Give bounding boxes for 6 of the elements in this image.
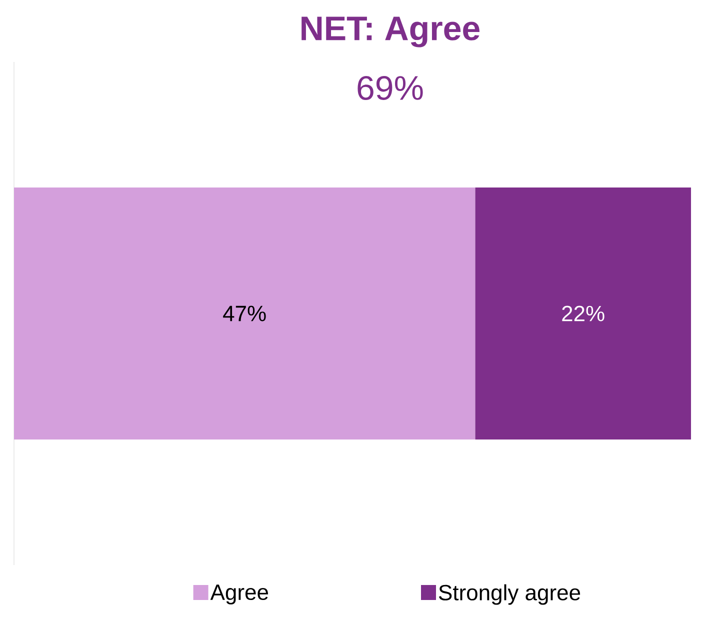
data-label: 47% xyxy=(223,306,266,322)
legend-label: Strongly agree xyxy=(438,584,580,605)
legend-label: Agree xyxy=(210,584,268,604)
chart-title: NET: Agree xyxy=(302,16,480,48)
chart-subtitle: 69% xyxy=(358,76,423,100)
data-label: 22% xyxy=(562,306,604,322)
